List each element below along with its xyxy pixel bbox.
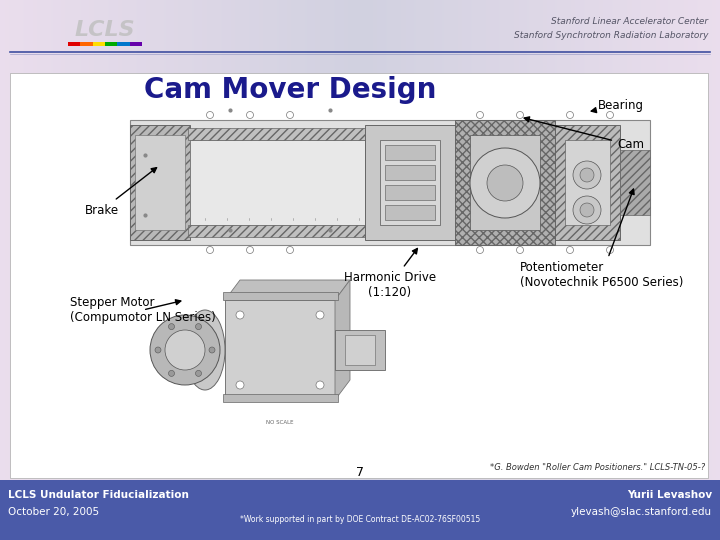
Text: *Work supported in part by DOE Contract DE-AC02-76SF00515: *Work supported in part by DOE Contract … [240,516,480,524]
Text: Cam Mover Design: Cam Mover Design [144,76,436,104]
Circle shape [573,161,601,189]
Bar [93,42,105,46]
Bar [81,42,93,46]
Bar [130,42,142,46]
Bar [620,150,650,215]
Circle shape [287,246,294,253]
Circle shape [316,381,324,389]
Bar [225,300,335,400]
Circle shape [246,246,253,253]
Circle shape [567,111,574,118]
Circle shape [168,370,174,376]
Circle shape [487,165,523,201]
Circle shape [580,203,594,217]
Bar [188,128,367,140]
Text: NO SCALE: NO SCALE [266,420,294,424]
Polygon shape [225,280,350,300]
Circle shape [516,111,523,118]
Bar [385,165,435,180]
Bar [380,140,440,225]
Bar [470,135,540,230]
Circle shape [316,311,324,319]
Circle shape [477,246,484,253]
Bar [117,42,130,46]
Circle shape [580,168,594,182]
Bar [555,125,620,240]
Circle shape [246,111,253,118]
Ellipse shape [185,310,225,390]
Bar [130,120,650,245]
Circle shape [236,311,244,319]
Circle shape [477,111,484,118]
Text: Stanford Linear Accelerator Center: Stanford Linear Accelerator Center [551,17,708,26]
Text: 7: 7 [356,465,364,478]
Text: Bearing: Bearing [591,98,644,112]
Text: Brake: Brake [85,167,156,217]
Bar [565,140,610,225]
Bar [385,205,435,220]
Text: ylevash@slac.stanford.edu: ylevash@slac.stanford.edu [571,507,712,517]
Text: LCLS: LCLS [75,20,135,40]
Circle shape [196,323,202,329]
Circle shape [209,347,215,353]
Circle shape [516,246,523,253]
Circle shape [573,196,601,224]
Circle shape [606,111,613,118]
Bar [10,73,708,478]
Text: Stepper Motor
(Compumotor LN Series): Stepper Motor (Compumotor LN Series) [70,296,216,324]
Bar [130,125,190,240]
Circle shape [165,330,205,370]
Bar [135,135,185,230]
Circle shape [606,246,613,253]
Circle shape [287,111,294,118]
Text: Potentiometer
(Novotechnik P6500 Series): Potentiometer (Novotechnik P6500 Series) [520,189,683,289]
Bar [455,120,555,245]
Circle shape [150,315,220,385]
Circle shape [567,246,574,253]
Text: *G. Bowden "Roller Cam Positioners." LCLS-TN-05-?: *G. Bowden "Roller Cam Positioners." LCL… [490,463,705,472]
Bar [0,480,720,540]
Bar [223,292,338,300]
Text: October 20, 2005: October 20, 2005 [8,507,99,517]
Bar [335,330,385,370]
Bar [105,42,117,46]
Text: Yurii Levashov: Yurii Levashov [627,490,712,500]
Polygon shape [335,280,350,400]
Circle shape [155,347,161,353]
Circle shape [196,370,202,376]
Bar [345,335,375,365]
Circle shape [207,111,214,118]
Bar [365,125,455,240]
Circle shape [207,246,214,253]
Circle shape [470,148,540,218]
Bar [385,145,435,160]
Text: Stanford Synchrotron Radiation Laboratory: Stanford Synchrotron Radiation Laborator… [513,30,708,39]
Text: Cam: Cam [524,117,644,152]
Bar [190,140,365,225]
Circle shape [236,381,244,389]
Bar [68,42,81,46]
Text: LCLS Undulator Fiducialization: LCLS Undulator Fiducialization [8,490,189,500]
Bar [223,394,338,402]
Text: Harmonic Drive
(1:120): Harmonic Drive (1:120) [344,248,436,299]
Bar [188,225,367,237]
Bar [385,185,435,200]
Circle shape [168,323,174,329]
